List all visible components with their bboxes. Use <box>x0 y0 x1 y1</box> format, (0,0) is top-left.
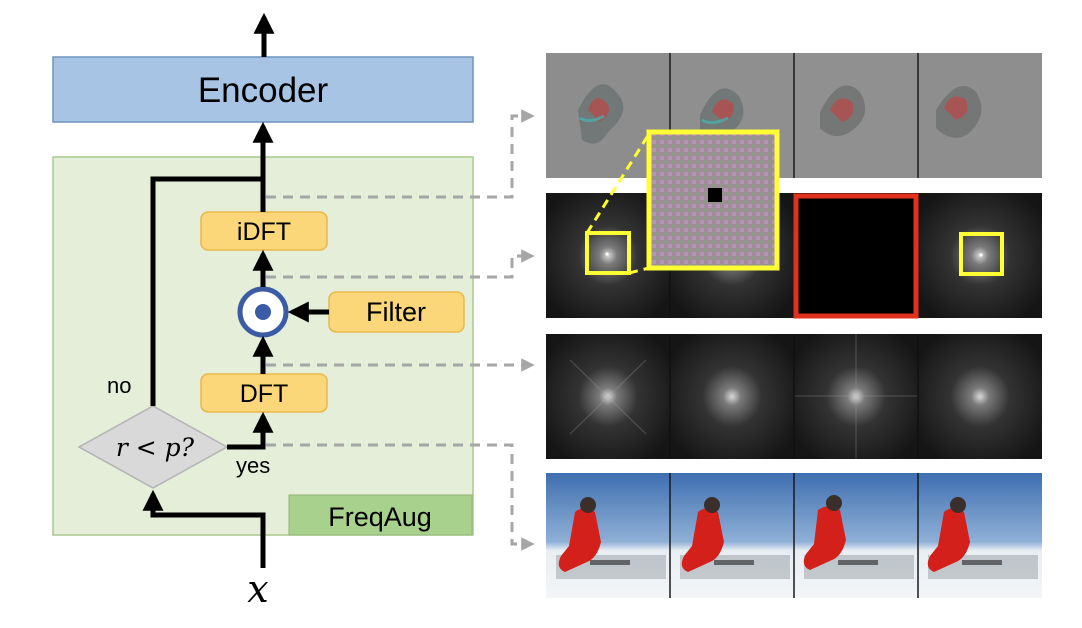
decision-label: r < p? <box>116 433 195 462</box>
highlight-box-small <box>585 231 631 275</box>
dft-label: DFT <box>240 380 289 408</box>
zoomed-center-pixel <box>708 188 722 202</box>
input-frame <box>556 497 666 579</box>
spectrum-frame <box>918 334 1042 459</box>
reconstructed-frame <box>918 53 1042 178</box>
input-frame <box>803 495 914 579</box>
input-frame <box>927 497 1038 579</box>
idft-label: iDFT <box>237 218 291 246</box>
spectrum-frames-row <box>546 334 1042 459</box>
decision-diamond <box>77 405 229 489</box>
highlight-box-small <box>959 232 1004 276</box>
reconstructed-frames-row <box>546 53 1042 178</box>
input-frames-row <box>546 473 1042 598</box>
freqaug-tag <box>288 494 473 536</box>
input-label: x <box>247 567 268 611</box>
masked-frame <box>793 193 919 319</box>
flow-arrows <box>142 121 329 568</box>
input-frame <box>680 497 790 579</box>
spectrum-frame <box>670 334 794 459</box>
reconstructed-frame <box>794 53 918 178</box>
yes-label: yes <box>236 453 270 478</box>
dashed-connectors <box>266 109 535 551</box>
spectrum-frame <box>794 334 918 459</box>
filtered-spectrum-frames-row <box>546 129 1042 319</box>
encoder-label: Encoder <box>198 71 329 110</box>
no-label: no <box>107 373 131 398</box>
freqaug-label: FreqAug <box>328 502 432 532</box>
spectrum-frame <box>546 334 670 459</box>
multiply-operator <box>237 286 289 338</box>
filter-label: Filter <box>366 297 426 327</box>
